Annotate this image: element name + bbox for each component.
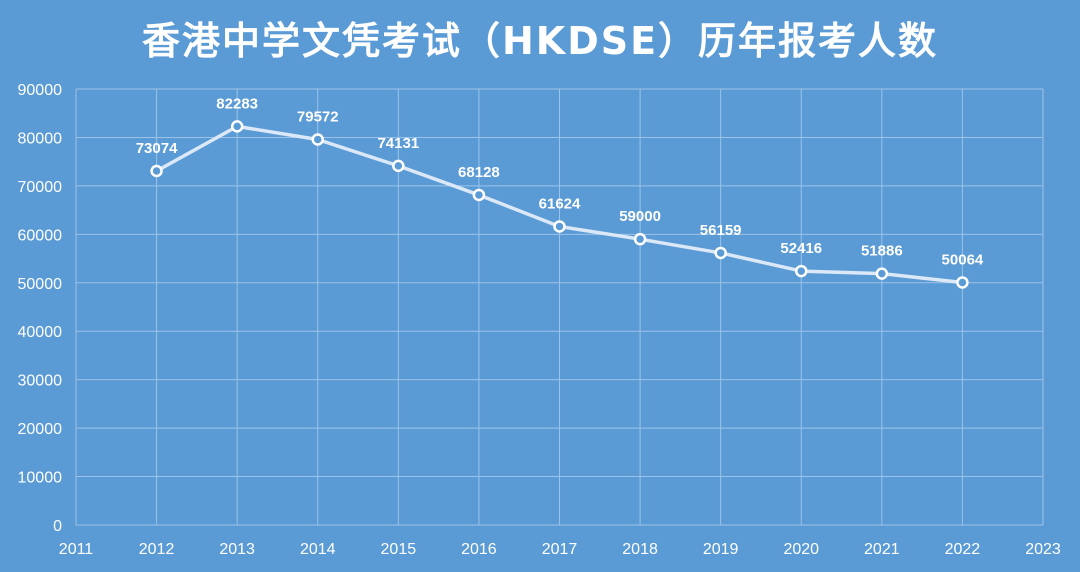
- x-tick-label: 2014: [300, 541, 336, 558]
- data-label: 59000: [619, 208, 661, 225]
- data-point-marker: [553, 220, 566, 233]
- data-point-marker: [150, 164, 163, 178]
- series-layer: [150, 120, 969, 289]
- x-tick-label: 2022: [945, 541, 981, 558]
- data-label: 50064: [942, 251, 984, 268]
- y-tick-label: 40000: [18, 324, 63, 341]
- data-label: 52416: [780, 240, 822, 257]
- data-label: 73074: [136, 140, 178, 157]
- y-tick-label: 0: [53, 518, 62, 535]
- data-label: 82283: [216, 95, 258, 112]
- data-label: 61624: [539, 195, 581, 212]
- x-tick-label: 2020: [783, 541, 819, 558]
- x-tick-label: 2021: [864, 541, 900, 558]
- data-point-marker: [956, 276, 969, 289]
- y-tick-label: 70000: [18, 179, 63, 196]
- y-tick-label: 30000: [18, 373, 63, 390]
- x-tick-label: 2013: [219, 541, 255, 558]
- data-point-marker: [875, 267, 889, 280]
- data-point-marker: [633, 232, 647, 246]
- x-tick-label: 2016: [461, 541, 497, 558]
- data-point-marker: [392, 159, 405, 173]
- y-tick-label: 20000: [18, 421, 63, 438]
- y-tick-label: 80000: [18, 130, 63, 147]
- data-label: 79572: [297, 109, 339, 126]
- chart-title: 香港中学文凭考试（HKDSE）历年报考人数: [141, 19, 939, 63]
- x-tick-label: 2012: [139, 541, 175, 558]
- data-point-marker: [795, 264, 808, 278]
- y-tick-label: 10000: [18, 470, 63, 487]
- y-tick-label: 60000: [18, 227, 63, 244]
- data-label: 74131: [377, 135, 419, 152]
- x-tick-label: 2019: [703, 541, 739, 558]
- x-tick-label: 2018: [622, 541, 658, 558]
- data-label: 51886: [861, 243, 903, 260]
- data-point-marker: [311, 133, 324, 146]
- label-layer: 73074 82283 79572 74131 68128 61624 59000 56159…: [136, 95, 984, 268]
- x-tick-label: 2023: [1025, 541, 1061, 558]
- grid-layer: [75, 88, 1044, 526]
- data-label: 68128: [458, 164, 500, 181]
- x-tick-label: 2017: [542, 541, 578, 558]
- x-tick-label: 2011: [59, 541, 94, 558]
- data-point-marker: [714, 246, 727, 260]
- data-point-marker: [230, 120, 244, 133]
- data-label: 56159: [700, 222, 742, 239]
- y-tick-label: 50000: [18, 276, 63, 293]
- x-tick-label: 2015: [381, 541, 417, 558]
- y-tick-label: 90000: [18, 82, 63, 99]
- axis-layer: 0 10000 20000 30000 40000 50000 60000 70000 8000…: [18, 82, 1061, 558]
- data-point-marker: [472, 188, 486, 202]
